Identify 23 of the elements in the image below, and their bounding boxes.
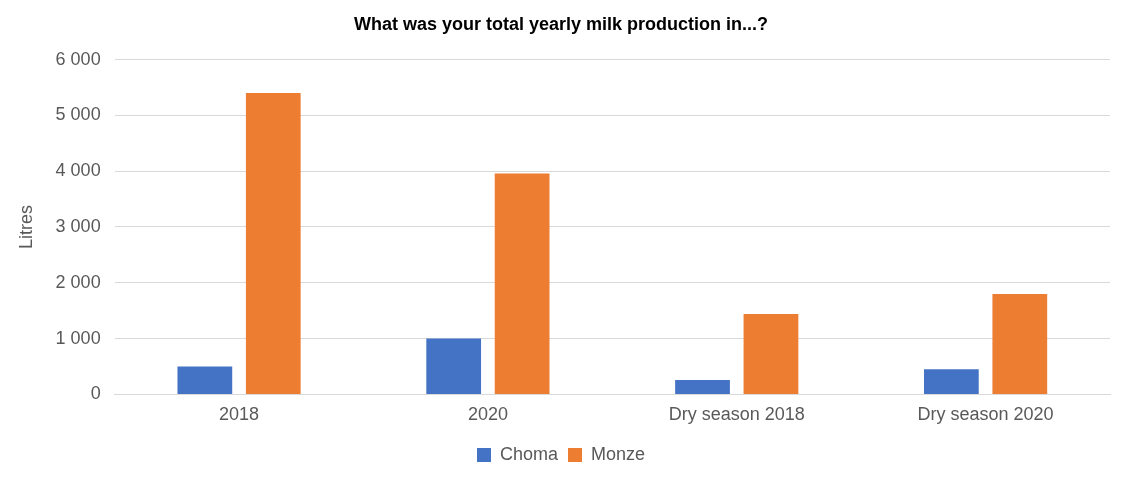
y-axis-title: Litres: [15, 204, 36, 250]
x-tick-label: Dry season 2020: [917, 404, 1054, 425]
y-tick-label: 2 000: [55, 271, 101, 292]
bar: [494, 173, 550, 394]
y-tick-label: 3 000: [55, 215, 101, 236]
bar: [426, 338, 482, 394]
legend-label: Choma: [499, 443, 559, 464]
x-tick-label: 2020: [467, 404, 508, 425]
legend-label: Monze: [591, 443, 646, 464]
y-tick-label: 0: [90, 383, 101, 404]
bar: [743, 314, 799, 394]
bar: [675, 379, 730, 394]
bar: [992, 293, 1048, 394]
y-tick-label: 5 000: [55, 104, 101, 125]
y-tick-label: 4 000: [55, 160, 101, 181]
bar: [177, 366, 233, 394]
y-tick-label: 1 000: [55, 327, 101, 348]
x-tick-label: Dry season 2018: [668, 404, 805, 425]
bar: [923, 369, 979, 394]
bar: [245, 93, 301, 394]
y-tick-label: 6 000: [55, 48, 101, 69]
x-tick-label: 2018: [219, 404, 260, 425]
chart-title: What was your total yearly milk production in...?: [353, 13, 769, 34]
